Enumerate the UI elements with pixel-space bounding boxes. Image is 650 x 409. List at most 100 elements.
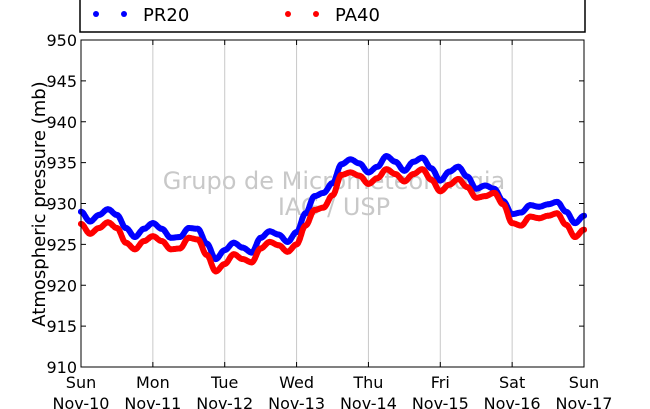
y-tick-label-8: 950 <box>46 31 77 50</box>
y-axis-label: Atmospheric pressure (mb) <box>29 81 50 326</box>
data-point-pa40-19 <box>248 259 255 266</box>
data-point-pr20-18 <box>239 244 246 251</box>
data-point-pa40-18 <box>239 256 246 263</box>
data-point-pr20-25 <box>302 210 309 217</box>
legend-marker-pr20-a <box>93 11 99 17</box>
data-point-pr20-26 <box>311 193 318 200</box>
data-point-pa40-16 <box>221 261 228 267</box>
data-point-pa40-23 <box>284 248 291 255</box>
axis-layer: Sun Nov-10 Mon Nov-11 Tue Nov-12 Wed Nov-13 Thu N… <box>46 31 612 409</box>
x-tick-label-date-6: Nov-16 <box>484 394 541 409</box>
data-point-pr20-7 <box>140 225 147 232</box>
data-point-pa40-14 <box>203 252 210 258</box>
data-point-pa40-31 <box>356 172 363 179</box>
y-tick-label-3: 925 <box>46 235 77 254</box>
legend-label-pa40: PA40 <box>335 5 380 26</box>
data-point-pr20-52 <box>545 201 552 208</box>
data-point-pr20-3 <box>104 206 111 213</box>
x-tick-label-day-1: Mon <box>136 373 170 392</box>
data-point-pa40-8 <box>149 233 156 240</box>
data-point-pa40-37 <box>410 171 417 178</box>
data-point-pr20-1 <box>87 218 93 225</box>
data-point-pa40-47 <box>500 201 507 208</box>
data-point-pa40-13 <box>194 236 201 243</box>
data-point-pr20-32 <box>365 169 372 176</box>
data-point-pa40-27 <box>320 204 327 211</box>
legend-item-pa40: PA40 <box>285 5 380 26</box>
data-point-pr20-41 <box>446 168 453 175</box>
data-point-pr20-15 <box>212 256 219 263</box>
y-tick-label-4: 930 <box>46 195 77 214</box>
data-point-pa40-50 <box>527 213 534 220</box>
data-point-pa40-32 <box>365 180 372 187</box>
data-point-pr20-53 <box>554 198 561 205</box>
data-point-pr20-37 <box>410 158 417 165</box>
data-point-pa40-26 <box>311 207 318 213</box>
x-tick-label-day-3: Wed <box>279 373 314 392</box>
data-point-pr20-20 <box>257 234 264 241</box>
x-tick-label-date-5: Nov-15 <box>412 394 469 409</box>
data-point-pa40-54 <box>563 221 569 228</box>
data-point-pr20-49 <box>518 209 525 216</box>
data-point-pr20-9 <box>158 225 165 232</box>
x-tick-label-day-4: Thu <box>352 373 383 392</box>
data-point-pa40-34 <box>383 166 390 173</box>
data-point-pa40-11 <box>176 245 183 252</box>
legend-marker-pr20-b <box>121 11 127 17</box>
x-tick-label-date-2: Nov-12 <box>196 394 253 409</box>
x-tick-label-day-5: Fri <box>431 373 450 392</box>
data-point-pr20-35 <box>392 158 399 165</box>
x-tick-label-date-0: Nov-10 <box>53 394 110 409</box>
data-point-pr20-16 <box>221 247 228 254</box>
x-tick-label-date-7: Nov-17 <box>556 394 613 409</box>
data-point-pr20-29 <box>338 161 345 168</box>
x-tick-label-date-1: Nov-11 <box>124 394 181 409</box>
legend-label-pr20: PR20 <box>143 5 189 26</box>
data-point-pr20-4 <box>113 211 120 218</box>
data-point-pr20-50 <box>527 202 534 209</box>
data-point-pa40-17 <box>230 251 237 258</box>
data-point-pa40-1 <box>87 230 93 237</box>
y-tick-label-2: 920 <box>46 276 77 295</box>
data-point-pr20-14 <box>203 240 210 247</box>
data-point-pa40-33 <box>374 175 381 182</box>
data-point-pr20-11 <box>176 234 183 240</box>
data-point-pa40-3 <box>104 219 111 226</box>
x-tick-label-day-0: Sun <box>66 373 96 392</box>
y-tick-label-0: 910 <box>46 358 77 377</box>
data-point-pa40-52 <box>545 212 552 219</box>
data-point-pa40-49 <box>518 222 525 229</box>
legend-marker-pa40-a <box>285 11 291 17</box>
x-tick-label-date-4: Nov-14 <box>340 394 397 409</box>
data-point-pr20-54 <box>563 208 569 215</box>
data-point-pr20-45 <box>482 182 489 189</box>
data-point-pr20-21 <box>266 228 273 235</box>
data-point-pa40-36 <box>401 178 408 185</box>
data-point-pa40-4 <box>113 225 120 231</box>
data-point-pr20-28 <box>329 180 336 187</box>
data-point-pr20-30 <box>347 156 354 163</box>
data-point-pr20-10 <box>167 234 174 241</box>
data-point-pa40-39 <box>428 176 435 183</box>
data-point-pr20-55 <box>572 220 578 227</box>
data-point-pa40-51 <box>536 215 543 222</box>
data-point-pa40-25 <box>302 222 309 229</box>
y-tick-label-1: 915 <box>46 317 77 336</box>
data-point-pa40-44 <box>473 194 480 201</box>
data-point-pr20-33 <box>374 163 381 170</box>
data-point-pa40-10 <box>167 246 174 253</box>
data-point-pa40-53 <box>554 210 561 217</box>
data-point-pr20-39 <box>428 165 435 172</box>
x-tick-label-day-6: Sat <box>499 373 525 392</box>
data-point-pr20-13 <box>194 225 201 232</box>
data-point-pa40-35 <box>392 171 399 178</box>
data-point-pa40-55 <box>572 234 578 240</box>
data-point-pa40-9 <box>158 238 165 245</box>
legend-frame <box>79 0 586 33</box>
data-point-pa40-48 <box>509 220 516 227</box>
data-point-pa40-15 <box>212 268 219 275</box>
grid-layer <box>152 40 513 367</box>
data-point-pr20-27 <box>320 189 327 196</box>
data-point-pa40-7 <box>140 238 147 245</box>
